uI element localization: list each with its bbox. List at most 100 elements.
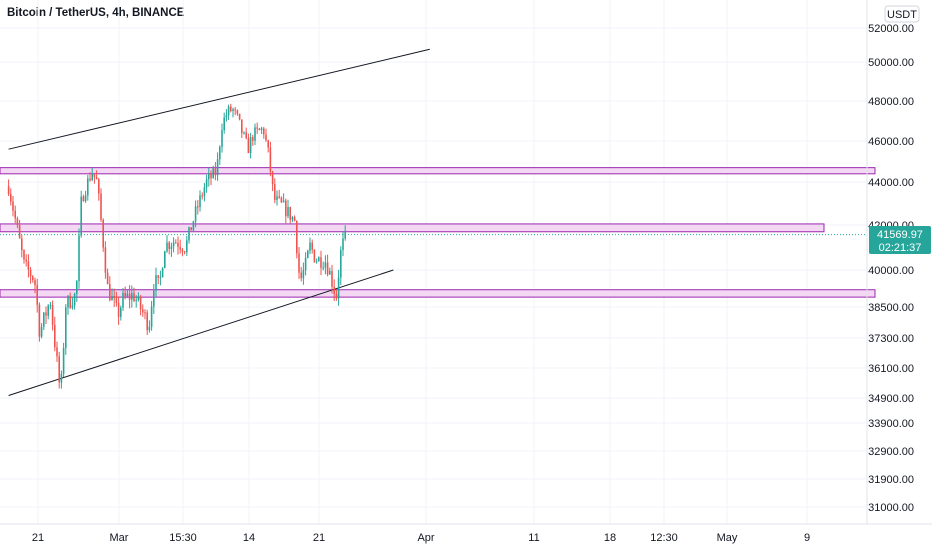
y-ticks: 52000.00 50000.00 48000.00 46000.00 44000.00… [868, 23, 914, 514]
candle-body [227, 106, 230, 116]
candle-body [34, 280, 36, 286]
candle-body [212, 168, 214, 179]
trendline[interactable] [8, 48, 430, 150]
candle-body [23, 250, 25, 260]
candle-body [21, 238, 23, 251]
candle-body [67, 295, 69, 308]
candle-body [133, 293, 135, 301]
candle-body [40, 326, 43, 337]
x-tick-label: May [717, 532, 738, 544]
y-tick-label: 46000.00 [868, 136, 914, 148]
candle-body [337, 277, 340, 299]
candle-body [7, 186, 10, 194]
candle-body [254, 127, 256, 141]
candle-body [62, 347, 65, 374]
grid [0, 0, 867, 524]
candle-body [285, 200, 287, 217]
price-axis[interactable]: USDT 52000.00 50000.00 48000.00 46000.00 440… [866, 0, 931, 524]
candle-body [203, 187, 206, 196]
candle-body [296, 220, 298, 254]
trendline[interactable] [8, 269, 394, 396]
x-tick-label: 12:30 [650, 532, 678, 544]
candle-body [205, 179, 208, 188]
candle-body [78, 235, 80, 282]
candle-body [159, 276, 162, 278]
candle-body [111, 296, 113, 301]
candle-body [164, 251, 166, 269]
support-resistance-zone[interactable] [0, 289, 876, 298]
candle-body [54, 324, 56, 348]
candle-body [144, 312, 146, 314]
x-tick-label: 9 [804, 532, 810, 544]
candle-body [80, 196, 82, 236]
horizontal-zones[interactable] [0, 167, 876, 298]
candle-body [89, 178, 91, 181]
candle-body [71, 305, 74, 308]
candle-body [29, 269, 32, 277]
support-resistance-zone[interactable] [0, 223, 825, 233]
candle-body [170, 246, 173, 250]
candle-body [161, 268, 164, 277]
candle-body [51, 305, 54, 325]
candle-body [137, 296, 140, 301]
candle-body [36, 285, 38, 305]
candle-body [98, 179, 100, 194]
candle-body [210, 173, 212, 179]
candle-body [73, 293, 76, 306]
candle-body [122, 292, 124, 308]
candle-body [47, 305, 49, 316]
y-tick-label: 31000.00 [868, 502, 914, 514]
candle-body [280, 197, 283, 203]
candle-body [309, 242, 311, 251]
x-tick-label: 15:30 [169, 532, 197, 544]
candle-body [102, 219, 104, 248]
candle-body [201, 195, 203, 197]
candle-body [87, 178, 89, 196]
x-tick-label: 21 [32, 532, 44, 544]
candle-body [342, 238, 344, 251]
x-tick-label: 21 [313, 532, 325, 544]
candle-body [276, 196, 278, 201]
candle-body [124, 292, 126, 297]
candle-body [120, 307, 122, 317]
candle-body [45, 312, 47, 316]
candle-body [300, 272, 302, 279]
candle-body [333, 286, 335, 294]
currency-label[interactable]: USDT [884, 5, 920, 23]
x-tick-label: 11 [528, 532, 539, 544]
candle-body [183, 251, 186, 253]
candle-body [148, 326, 151, 331]
candle-body [260, 128, 263, 130]
candle-body [142, 309, 144, 313]
candle-body [324, 262, 327, 268]
candle-body [219, 146, 221, 160]
candle-body [192, 221, 195, 231]
candle-body [304, 257, 307, 271]
candle-body [199, 195, 201, 208]
y-tick-label: 31900.00 [868, 474, 914, 486]
candle-body [100, 193, 102, 220]
candle-body [331, 270, 333, 287]
candle-body [247, 138, 250, 154]
support-resistance-zone[interactable] [0, 167, 876, 175]
trendlines[interactable] [8, 48, 430, 396]
time-axis[interactable]: 21 Mar 15:30 14 21 Apr 11 18 12:30 May 9 [0, 523, 932, 544]
candle-body [179, 246, 181, 250]
candle-body [274, 184, 276, 201]
candle-body [186, 240, 188, 253]
price-tag: 41569.97 02:21:37 [869, 226, 931, 254]
candle-body [263, 128, 265, 135]
candle-body [14, 210, 16, 219]
candle-body [340, 250, 342, 278]
candle-body [320, 257, 322, 268]
candle-body [329, 270, 331, 275]
candle-body [25, 259, 27, 262]
candle-body [128, 293, 131, 300]
x-tick-label: 18 [604, 532, 616, 544]
candle-body [241, 119, 243, 134]
candle-body [287, 206, 289, 217]
candle-body [302, 270, 305, 279]
candle-body [311, 242, 313, 250]
y-tick-label: 50000.00 [868, 57, 914, 69]
